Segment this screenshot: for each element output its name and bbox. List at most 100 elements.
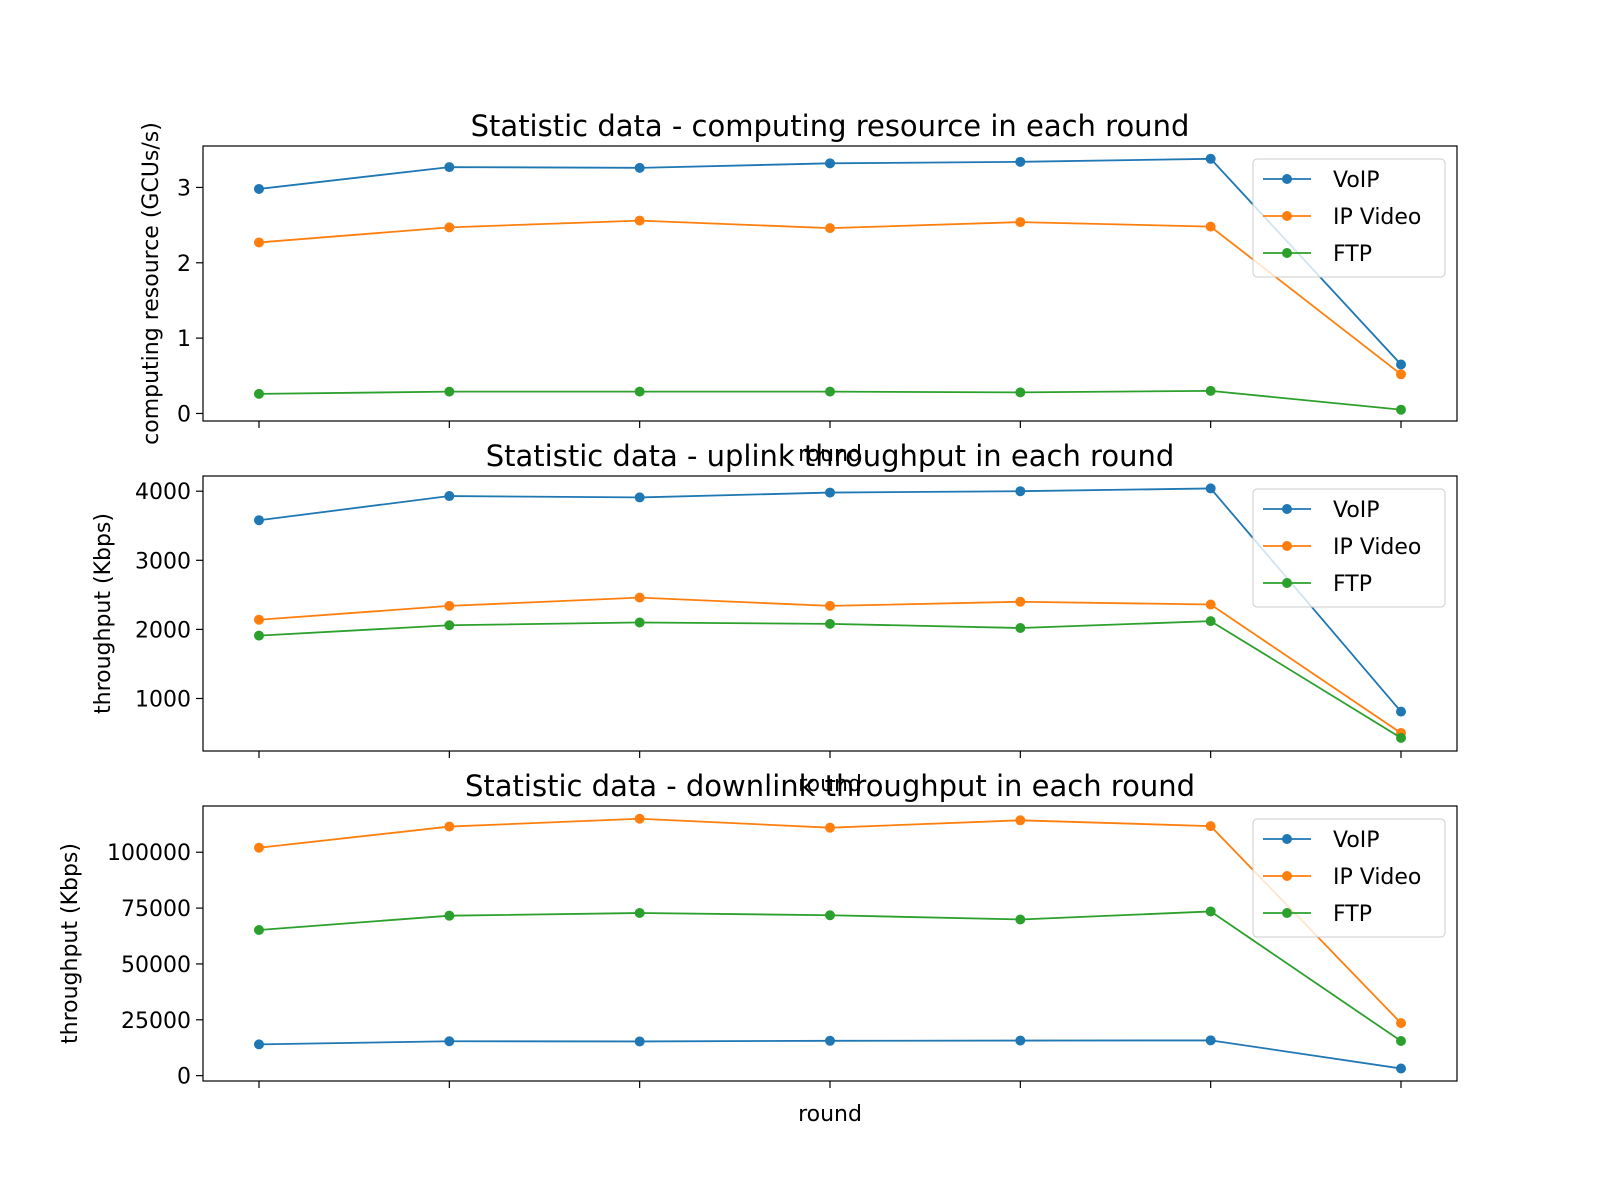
data-point bbox=[825, 600, 835, 611]
data-point bbox=[1396, 1063, 1406, 1074]
data-point bbox=[254, 924, 264, 935]
data-point bbox=[825, 223, 835, 234]
legend-marker bbox=[1282, 504, 1292, 514]
data-point bbox=[1396, 369, 1406, 380]
legend-label: FTP bbox=[1333, 242, 1372, 267]
data-point bbox=[1015, 815, 1026, 826]
legend-label: VoIP bbox=[1333, 828, 1380, 853]
data-point bbox=[444, 1036, 455, 1047]
data-point bbox=[825, 618, 835, 629]
series-line-ip-video bbox=[258, 596, 1402, 734]
data-point bbox=[825, 1035, 835, 1046]
series-line-ftp bbox=[258, 620, 1402, 739]
data-point bbox=[254, 515, 264, 526]
series-line-voip bbox=[258, 157, 1402, 366]
data-point bbox=[254, 388, 264, 399]
data-point bbox=[444, 910, 455, 921]
legend: VoIP IP Video FTP bbox=[1252, 158, 1446, 278]
y-axis-label: throughput (Kbps) bbox=[91, 513, 116, 714]
legend-label: FTP bbox=[1333, 572, 1372, 597]
data-point bbox=[1205, 1035, 1216, 1046]
data-point bbox=[444, 821, 455, 832]
data-point bbox=[444, 620, 455, 631]
y-axis-label: throughput (Kbps) bbox=[58, 843, 83, 1044]
data-point bbox=[825, 487, 835, 498]
data-point bbox=[1205, 385, 1216, 396]
data-point bbox=[1015, 596, 1026, 607]
data-point bbox=[634, 386, 645, 397]
chart-panel-1: 0 1 2 3 Statistic data - computing resource … bbox=[139, 109, 1458, 467]
y-tick-label: 3000 bbox=[135, 549, 191, 574]
legend-marker bbox=[1282, 211, 1292, 221]
data-point bbox=[634, 1036, 645, 1047]
series-line-voip bbox=[258, 487, 1402, 713]
chart-panel-2: 1000 2000 3000 4000 Statistic data - uplink … bbox=[91, 439, 1458, 797]
legend-label: FTP bbox=[1333, 902, 1372, 927]
legend-marker bbox=[1282, 908, 1292, 918]
data-point bbox=[1015, 156, 1026, 167]
data-point bbox=[254, 183, 264, 194]
x-axis-label: round bbox=[798, 1102, 862, 1127]
legend-marker bbox=[1282, 871, 1292, 881]
series-line-ip-video bbox=[258, 219, 1402, 375]
data-point bbox=[634, 592, 645, 603]
data-point bbox=[634, 813, 645, 824]
data-point bbox=[1205, 599, 1216, 610]
legend-marker bbox=[1282, 248, 1292, 258]
legend-box bbox=[1252, 488, 1446, 608]
y-tick-label: 1000 bbox=[135, 687, 191, 712]
legend: VoIP IP Video FTP bbox=[1252, 488, 1446, 608]
y-tick-label: 50000 bbox=[121, 953, 191, 978]
y-tick-label: 2000 bbox=[135, 618, 191, 643]
legend-marker bbox=[1282, 834, 1292, 844]
data-point bbox=[825, 822, 835, 833]
data-point bbox=[1205, 153, 1216, 164]
legend-marker bbox=[1282, 578, 1292, 588]
y-tick-label: 75000 bbox=[121, 897, 191, 922]
data-point bbox=[634, 617, 645, 628]
y-tick-label: 100000 bbox=[107, 841, 191, 866]
data-point bbox=[254, 1039, 264, 1050]
data-point bbox=[1205, 221, 1216, 232]
chart-title: Statistic data - uplink throughput in ea… bbox=[486, 439, 1175, 473]
data-point bbox=[254, 237, 264, 248]
data-point bbox=[1396, 1018, 1406, 1029]
data-point bbox=[634, 492, 645, 503]
data-point bbox=[825, 910, 835, 921]
legend-label: IP Video bbox=[1333, 535, 1421, 560]
legend-box bbox=[1252, 158, 1446, 278]
data-point bbox=[444, 386, 455, 397]
legend-label: IP Video bbox=[1333, 865, 1421, 890]
data-point bbox=[634, 162, 645, 173]
y-tick-label: 0 bbox=[177, 1065, 191, 1090]
legend-label: IP Video bbox=[1333, 205, 1421, 230]
x-axis-label: round bbox=[798, 442, 862, 467]
y-axis-label: computing resource (GCUs/s) bbox=[139, 122, 164, 445]
legend-label: VoIP bbox=[1333, 168, 1380, 193]
y-tick-label: 4000 bbox=[135, 480, 191, 505]
legend-marker bbox=[1282, 174, 1292, 184]
x-axis-label: round bbox=[798, 772, 862, 797]
data-point bbox=[1396, 1036, 1406, 1047]
data-point bbox=[254, 614, 264, 625]
data-point bbox=[254, 842, 264, 853]
data-point bbox=[1015, 623, 1026, 634]
legend-marker bbox=[1282, 541, 1292, 551]
series-line-ftp bbox=[258, 910, 1402, 1042]
data-point bbox=[825, 386, 835, 397]
legend-box bbox=[1252, 818, 1446, 938]
y-tick-label: 0 bbox=[177, 402, 191, 427]
data-point bbox=[1205, 483, 1216, 494]
data-point bbox=[1205, 616, 1216, 627]
data-point bbox=[825, 158, 835, 169]
data-point bbox=[444, 600, 455, 611]
data-point bbox=[1015, 914, 1026, 925]
data-point bbox=[1396, 706, 1406, 717]
data-point bbox=[444, 162, 455, 173]
data-point bbox=[1396, 732, 1406, 743]
chart-title: Statistic data - downlink throughput in … bbox=[465, 769, 1195, 803]
data-point bbox=[444, 491, 455, 502]
y-tick-label: 25000 bbox=[121, 1009, 191, 1034]
